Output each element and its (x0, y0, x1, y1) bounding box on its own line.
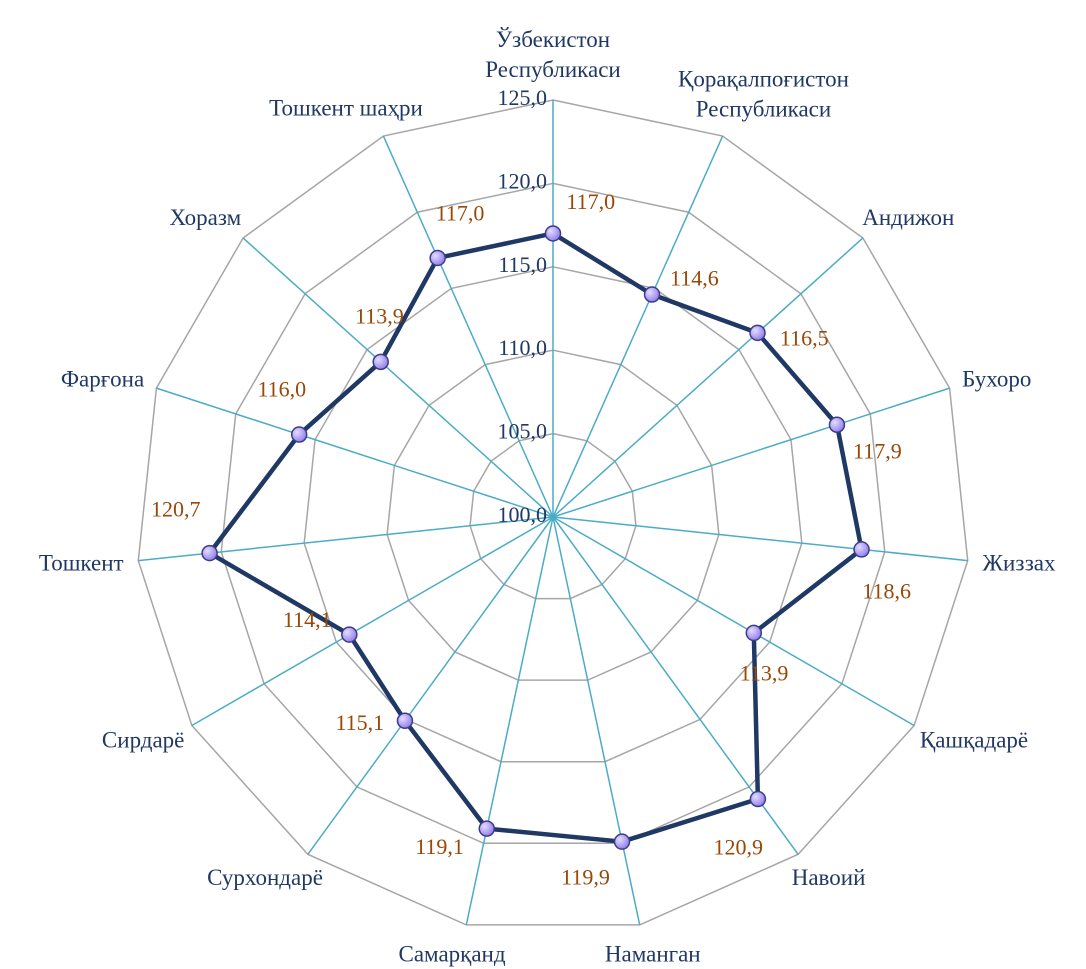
category-label: Хоразм (169, 204, 242, 230)
spoke (552, 135, 724, 518)
spoke (382, 135, 554, 518)
category-label: Навоий (791, 865, 866, 891)
grid-ring (137, 99, 969, 926)
value-label: 119,9 (561, 865, 610, 890)
marker (396, 712, 414, 730)
value-label: 120,9 (713, 835, 763, 860)
value-label: 117,0 (566, 189, 615, 214)
value-label: 120,7 (151, 496, 201, 521)
grid-ring (386, 349, 720, 681)
value-label: 117,0 (436, 200, 485, 225)
grid-ring (469, 432, 637, 600)
y-tick-label: 110,0 (498, 335, 547, 360)
spoke (242, 237, 554, 518)
category-label: Қорақалпоғистон Республикаси (677, 66, 849, 122)
category-label: Сирдарё (101, 727, 185, 753)
spoke (552, 516, 968, 562)
value-label: 115,1 (336, 710, 385, 735)
series-line (207, 231, 864, 844)
marker (544, 225, 562, 242)
marker (341, 626, 358, 643)
category-label: Фарғона (60, 365, 145, 391)
value-label: 116,5 (780, 325, 829, 350)
marker (372, 353, 389, 371)
category-label: Ўзбекистон Республикаси (485, 27, 621, 82)
category-label: Тошкент шаҳри (269, 95, 423, 121)
value-label: 117,9 (853, 438, 902, 463)
marker (643, 286, 661, 303)
y-tick-label: 105,0 (498, 419, 548, 444)
marker (828, 416, 846, 433)
y-tick-label: 120,0 (498, 168, 548, 193)
spoke (552, 516, 641, 926)
value-label: 119,1 (415, 834, 464, 859)
spoke (191, 516, 554, 727)
spoke (552, 516, 915, 727)
value-label: 116,0 (258, 376, 307, 401)
marker (853, 541, 870, 558)
marker (749, 324, 766, 342)
value-label: 114,1 (283, 607, 332, 632)
marker (290, 426, 308, 443)
grid-ring (220, 182, 886, 845)
marker (745, 624, 763, 642)
value-label: 118,6 (862, 578, 911, 603)
category-label: Наманган (604, 941, 701, 967)
category-label: Андижон (862, 204, 955, 230)
marker (613, 833, 631, 850)
spoke (307, 516, 554, 855)
spoke (138, 516, 554, 562)
spoke (552, 237, 864, 518)
spoke (465, 516, 554, 926)
value-label: 114,6 (670, 266, 719, 291)
y-tick-label: 100,0 (498, 502, 548, 527)
category-label: Тошкент (38, 550, 124, 576)
spoke (156, 387, 554, 518)
y-tick-label: 125,0 (498, 85, 548, 110)
category-label: Жиззах (982, 550, 1056, 576)
category-label: Сурхондарё (207, 865, 323, 891)
spoke (552, 387, 950, 518)
category-label: Самарқанд (398, 941, 506, 967)
marker (201, 544, 218, 562)
y-tick-label: 115,0 (498, 252, 547, 277)
category-label: Қашқадарё (919, 727, 1029, 753)
value-label: 113,9 (355, 303, 404, 328)
value-label: 113,9 (740, 660, 789, 685)
marker (429, 249, 446, 267)
marker (749, 790, 767, 808)
category-label: Бухоро (962, 365, 1032, 391)
marker (478, 820, 496, 837)
